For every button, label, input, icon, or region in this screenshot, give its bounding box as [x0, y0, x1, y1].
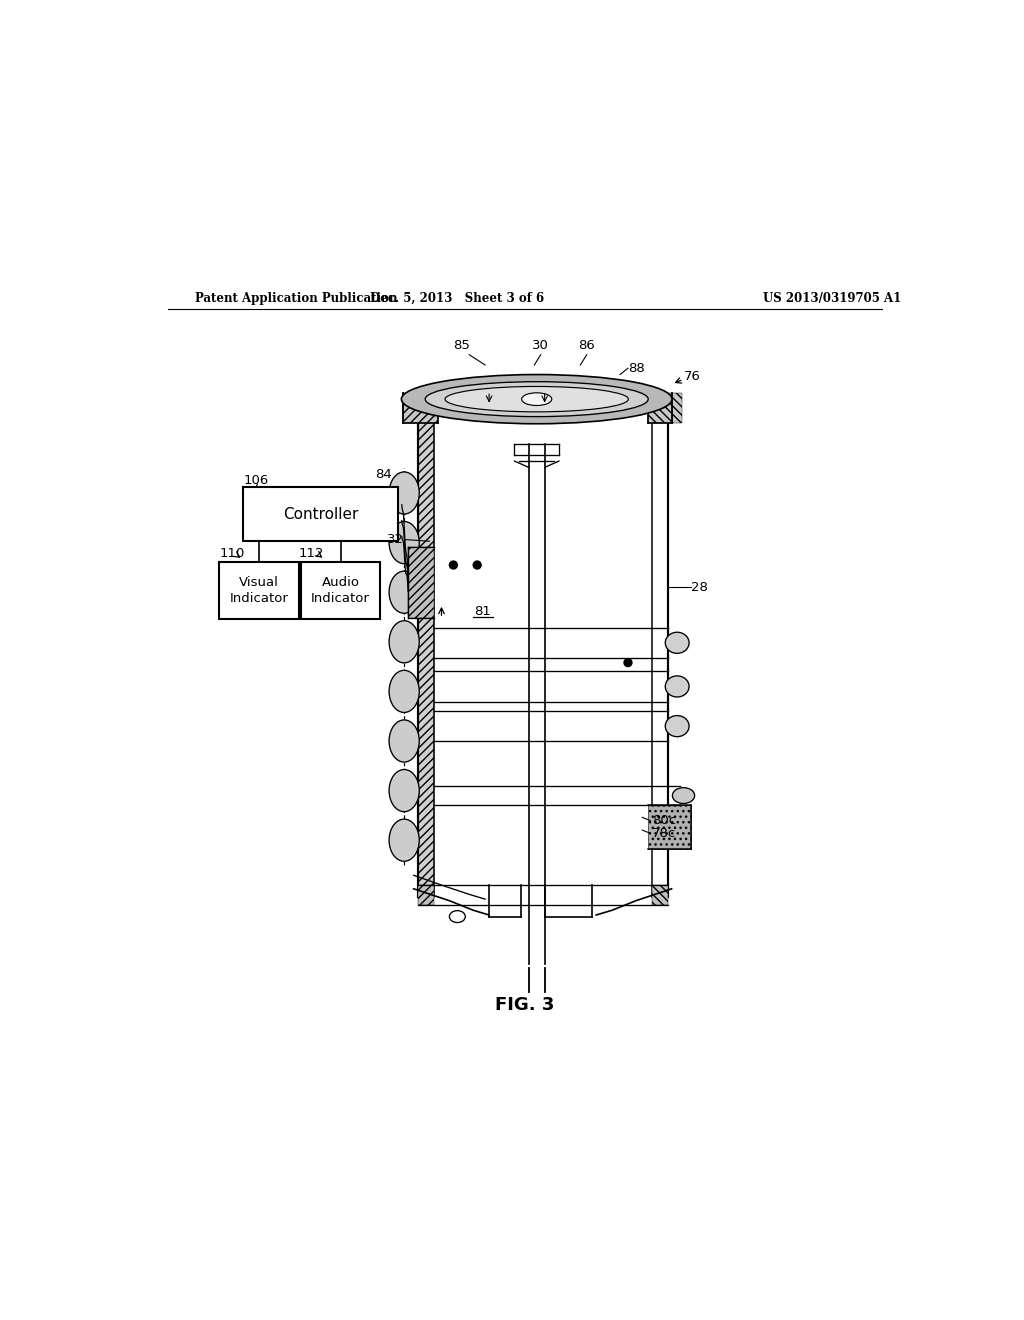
Ellipse shape	[666, 715, 689, 737]
Text: 78c: 78c	[652, 826, 676, 840]
Bar	[301, 562, 380, 619]
Bar	[219, 562, 299, 619]
Text: 88: 88	[628, 362, 645, 375]
Circle shape	[624, 659, 632, 667]
Ellipse shape	[425, 381, 648, 417]
Bar	[648, 393, 682, 422]
Text: 28: 28	[691, 581, 709, 594]
Text: 84: 84	[375, 469, 391, 480]
Text: Audio
Indicator: Audio Indicator	[311, 576, 370, 605]
Bar	[418, 421, 433, 896]
Text: 81: 81	[474, 605, 492, 618]
Ellipse shape	[389, 521, 419, 564]
Text: Visual
Indicator: Visual Indicator	[229, 576, 289, 605]
Text: 76: 76	[684, 371, 700, 383]
Ellipse shape	[389, 770, 419, 812]
Bar	[652, 884, 668, 904]
Bar	[648, 805, 691, 849]
Bar	[418, 884, 433, 904]
Bar	[409, 546, 433, 618]
Ellipse shape	[401, 375, 672, 424]
Text: 32: 32	[387, 533, 404, 546]
Bar	[243, 487, 397, 541]
Ellipse shape	[389, 473, 419, 513]
Ellipse shape	[673, 788, 694, 804]
Text: Controller: Controller	[283, 507, 358, 521]
Ellipse shape	[450, 911, 465, 923]
Ellipse shape	[389, 572, 419, 614]
Ellipse shape	[666, 676, 689, 697]
Circle shape	[450, 561, 458, 569]
Text: US 2013/0319705 A1: US 2013/0319705 A1	[763, 292, 901, 305]
Text: Patent Application Publication: Patent Application Publication	[196, 292, 398, 305]
Bar	[403, 393, 437, 422]
Text: FIG. 3: FIG. 3	[496, 997, 554, 1015]
Text: 85: 85	[453, 339, 470, 352]
Ellipse shape	[521, 393, 552, 405]
Text: 86: 86	[579, 339, 595, 352]
Ellipse shape	[389, 671, 419, 713]
Text: 30: 30	[532, 339, 549, 352]
Text: Dec. 5, 2013   Sheet 3 of 6: Dec. 5, 2013 Sheet 3 of 6	[371, 292, 545, 305]
Text: 106: 106	[243, 474, 268, 487]
Circle shape	[473, 561, 481, 569]
Ellipse shape	[445, 387, 629, 412]
Text: 112: 112	[299, 546, 325, 560]
Ellipse shape	[389, 620, 419, 663]
Ellipse shape	[389, 820, 419, 861]
Ellipse shape	[389, 719, 419, 762]
Text: 80c: 80c	[652, 814, 676, 828]
Text: 110: 110	[219, 546, 245, 560]
Ellipse shape	[666, 632, 689, 653]
